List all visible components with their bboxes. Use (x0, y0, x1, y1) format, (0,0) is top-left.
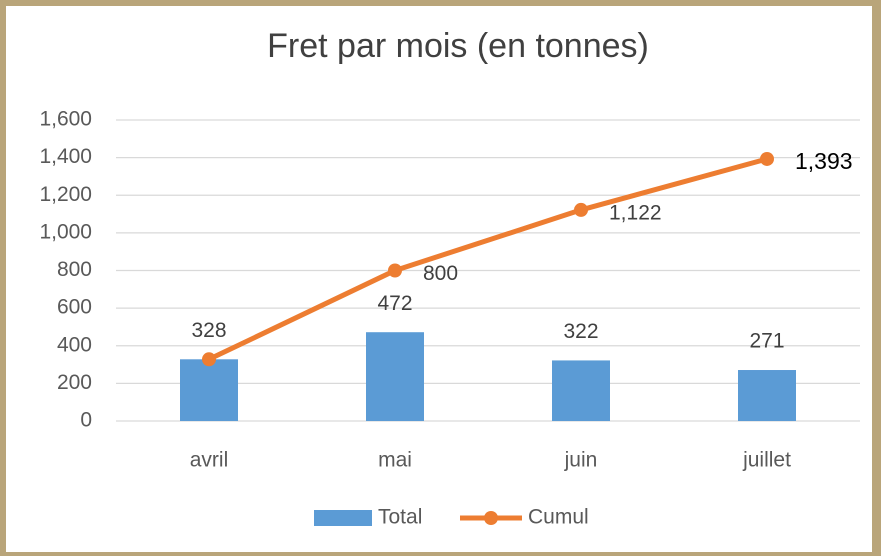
legend-swatch-marker (484, 511, 498, 525)
y-tick-label: 600 (57, 296, 92, 319)
bar (738, 370, 796, 421)
y-tick-label: 0 (80, 409, 92, 432)
y-tick-label: 800 (57, 258, 92, 281)
value-label: 1,393 (795, 148, 853, 174)
line-point (574, 203, 588, 217)
page: {"chart_data": { "type": "combo", "title… (0, 0, 881, 556)
y-tick-label: 1,000 (39, 220, 92, 243)
x-tick-label: mai (378, 449, 412, 472)
bar (180, 359, 238, 421)
value-label: 1,122 (609, 201, 662, 224)
chart: Fret par mois (en tonnes) 0 200 400 600 800 1… (0, 0, 881, 556)
line-point (760, 152, 774, 166)
x-tick-label: juillet (742, 449, 791, 472)
y-tick-label: 1,600 (39, 108, 92, 131)
bar (366, 332, 424, 421)
y-tick-label: 1,200 (39, 183, 92, 206)
legend-swatch (314, 510, 372, 526)
y-tick-label: 200 (57, 371, 92, 394)
value-label: 328 (191, 319, 226, 342)
bar (552, 360, 610, 421)
value-label: 800 (423, 262, 458, 285)
line-point (388, 264, 402, 278)
value-label: 322 (563, 320, 598, 343)
y-tick-label: 400 (57, 333, 92, 356)
legend-label: Total (378, 506, 422, 529)
chart-title: Fret par mois (en tonnes) (267, 27, 649, 65)
value-label: 271 (749, 330, 784, 353)
y-tick-label: 1,400 (39, 145, 92, 168)
line-point (202, 352, 216, 366)
x-tick-label: avril (190, 449, 229, 472)
legend-label: Cumul (528, 506, 589, 529)
x-tick-label: juin (564, 449, 598, 472)
value-label: 472 (377, 292, 412, 315)
